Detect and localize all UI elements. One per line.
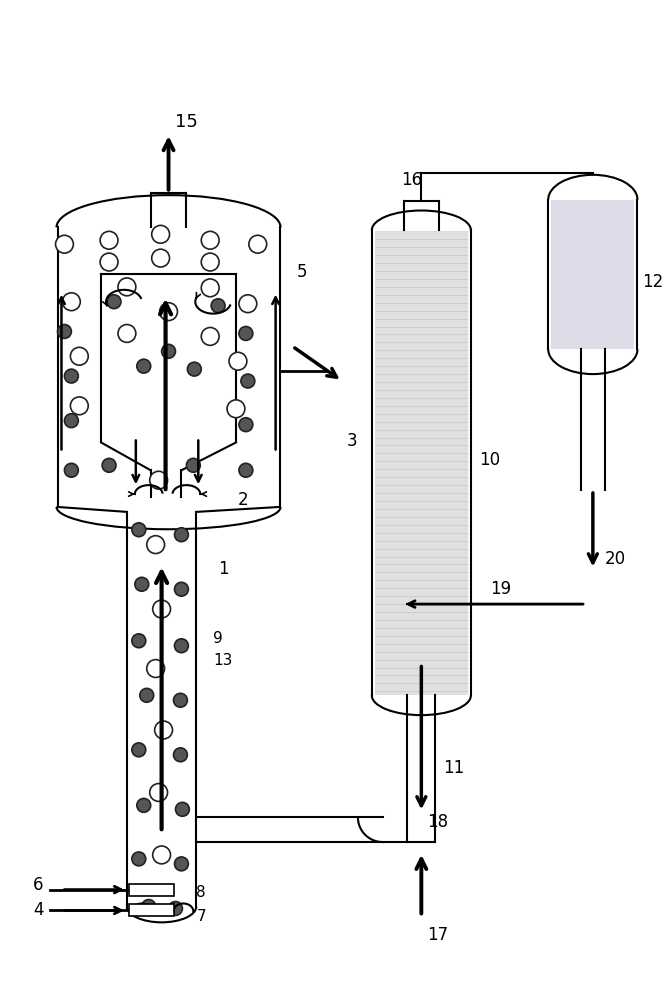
Circle shape: [152, 249, 170, 267]
Text: 20: 20: [605, 550, 626, 568]
Circle shape: [132, 852, 146, 866]
Circle shape: [55, 235, 73, 253]
Circle shape: [150, 471, 168, 489]
Bar: [129, 904, 174, 916]
Circle shape: [132, 523, 146, 537]
Text: 11: 11: [443, 759, 464, 777]
Text: 19: 19: [490, 580, 511, 598]
Circle shape: [175, 802, 189, 816]
Text: 18: 18: [428, 813, 448, 831]
Text: 3: 3: [347, 432, 358, 450]
Circle shape: [239, 295, 257, 313]
Circle shape: [142, 900, 156, 913]
Text: 17: 17: [428, 926, 448, 944]
Circle shape: [137, 798, 151, 812]
Circle shape: [241, 374, 255, 388]
Circle shape: [201, 279, 219, 297]
Circle shape: [71, 347, 88, 365]
Text: 2: 2: [238, 491, 248, 509]
Circle shape: [160, 303, 177, 321]
Circle shape: [152, 225, 170, 243]
Text: 5: 5: [297, 263, 308, 281]
Text: 7: 7: [196, 909, 206, 924]
Circle shape: [100, 253, 118, 271]
Circle shape: [132, 634, 146, 648]
Circle shape: [239, 463, 253, 477]
Text: 8: 8: [196, 885, 206, 900]
Circle shape: [153, 600, 170, 618]
Circle shape: [168, 902, 182, 915]
Circle shape: [249, 235, 266, 253]
Circle shape: [239, 418, 253, 432]
Circle shape: [201, 231, 219, 249]
Circle shape: [63, 293, 81, 311]
Circle shape: [187, 362, 201, 376]
Circle shape: [65, 463, 79, 477]
Text: 6: 6: [33, 876, 43, 894]
Circle shape: [174, 857, 188, 871]
Circle shape: [174, 748, 187, 762]
Circle shape: [147, 536, 165, 554]
Circle shape: [201, 327, 219, 345]
Circle shape: [227, 400, 245, 418]
Text: 16: 16: [402, 171, 423, 189]
Circle shape: [118, 325, 136, 342]
Circle shape: [174, 528, 188, 542]
Circle shape: [100, 231, 118, 249]
Circle shape: [102, 458, 116, 472]
Circle shape: [211, 299, 225, 313]
Circle shape: [201, 253, 219, 271]
Circle shape: [155, 721, 172, 739]
Circle shape: [150, 784, 168, 801]
Circle shape: [65, 369, 79, 383]
Circle shape: [137, 359, 151, 373]
Circle shape: [153, 846, 170, 864]
Text: 12: 12: [643, 273, 664, 291]
Circle shape: [229, 352, 247, 370]
Circle shape: [174, 582, 188, 596]
Circle shape: [135, 577, 149, 591]
Text: 10: 10: [479, 451, 500, 469]
Circle shape: [186, 458, 200, 472]
Circle shape: [174, 639, 188, 653]
Circle shape: [162, 344, 175, 358]
Bar: [551, 200, 635, 349]
Text: 15: 15: [175, 113, 198, 131]
Text: 4: 4: [33, 901, 43, 919]
Circle shape: [57, 325, 71, 338]
Circle shape: [65, 414, 79, 428]
Bar: [375, 232, 468, 695]
Circle shape: [118, 278, 136, 296]
Text: 9: 9: [213, 631, 223, 646]
Circle shape: [132, 743, 146, 757]
Circle shape: [107, 295, 121, 309]
Bar: [129, 884, 174, 896]
Text: 1: 1: [218, 560, 228, 578]
Circle shape: [71, 397, 88, 415]
Circle shape: [174, 693, 187, 707]
Circle shape: [239, 327, 253, 340]
Circle shape: [147, 660, 165, 677]
Text: 13: 13: [213, 653, 232, 668]
Circle shape: [140, 688, 154, 702]
